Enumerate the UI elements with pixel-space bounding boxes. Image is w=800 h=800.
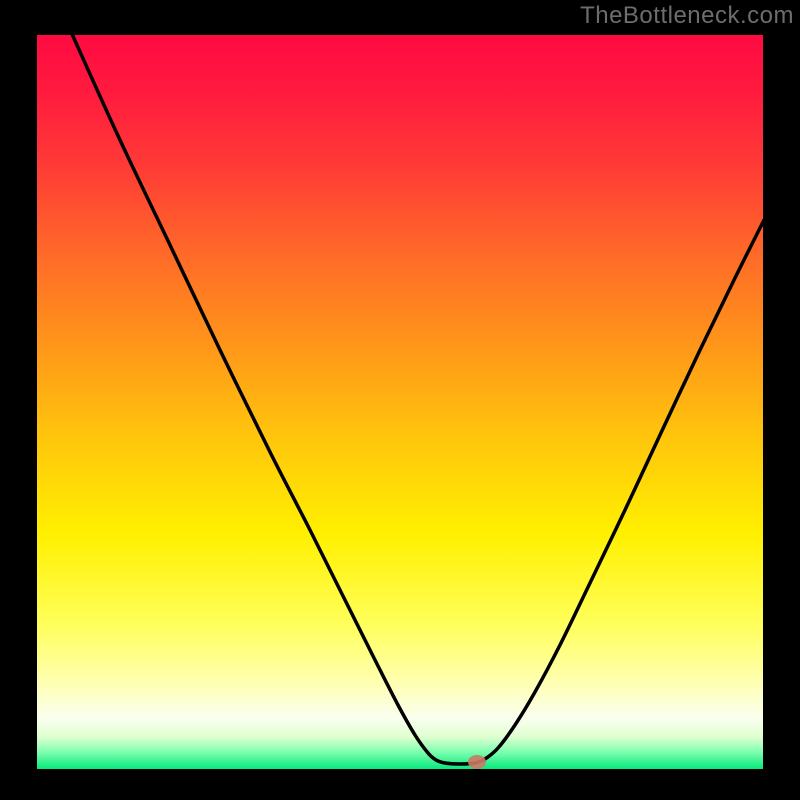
watermark-text: TheBottleneck.com — [580, 2, 794, 30]
optimal-marker — [468, 755, 486, 769]
plot-background — [36, 34, 764, 770]
bottleneck-chart — [0, 0, 800, 800]
